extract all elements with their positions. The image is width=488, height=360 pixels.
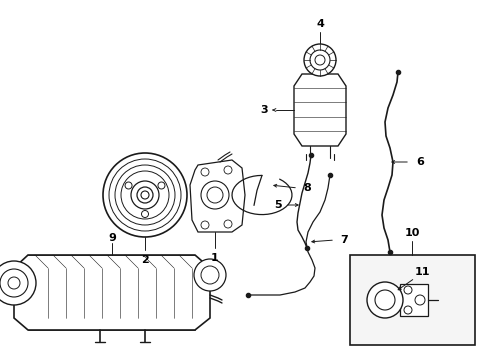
Polygon shape xyxy=(190,160,244,232)
Circle shape xyxy=(8,277,20,289)
Circle shape xyxy=(158,182,164,189)
Circle shape xyxy=(309,50,329,70)
Text: 2: 2 xyxy=(141,255,148,265)
Circle shape xyxy=(403,286,411,294)
Bar xyxy=(399,284,427,316)
Circle shape xyxy=(121,171,169,219)
Circle shape xyxy=(141,211,148,217)
Circle shape xyxy=(201,168,208,176)
Text: 1: 1 xyxy=(211,253,219,263)
Circle shape xyxy=(314,55,325,65)
Circle shape xyxy=(131,181,159,209)
Circle shape xyxy=(304,44,335,76)
Circle shape xyxy=(201,221,208,229)
Circle shape xyxy=(224,166,231,174)
Text: 11: 11 xyxy=(413,267,429,277)
Text: 4: 4 xyxy=(315,19,323,29)
Circle shape xyxy=(115,165,175,225)
Circle shape xyxy=(137,187,153,203)
Circle shape xyxy=(224,220,231,228)
Text: 5: 5 xyxy=(274,200,281,210)
Circle shape xyxy=(141,191,149,199)
Polygon shape xyxy=(14,255,209,330)
Circle shape xyxy=(201,266,219,284)
Circle shape xyxy=(125,182,132,189)
Circle shape xyxy=(109,159,181,231)
Circle shape xyxy=(403,306,411,314)
Text: 6: 6 xyxy=(415,157,423,167)
Text: 8: 8 xyxy=(303,183,310,193)
Circle shape xyxy=(103,153,186,237)
Circle shape xyxy=(366,282,402,318)
Text: 7: 7 xyxy=(340,235,347,245)
Text: 9: 9 xyxy=(108,233,116,243)
Circle shape xyxy=(0,269,28,297)
Circle shape xyxy=(414,295,424,305)
Polygon shape xyxy=(293,74,346,146)
Circle shape xyxy=(206,187,223,203)
Text: 10: 10 xyxy=(404,228,419,238)
Circle shape xyxy=(194,259,225,291)
Text: 3: 3 xyxy=(260,105,267,115)
Bar xyxy=(349,255,474,345)
Circle shape xyxy=(201,181,228,209)
Circle shape xyxy=(0,261,36,305)
Circle shape xyxy=(374,290,394,310)
